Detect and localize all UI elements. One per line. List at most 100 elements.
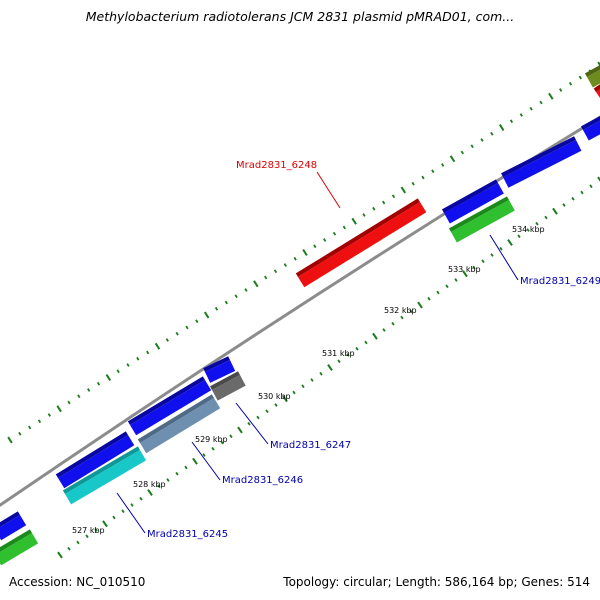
gene-label[interactable]: Mrad2831_6248 <box>236 160 317 171</box>
minor-tick <box>568 81 573 86</box>
cds-green-6249[interactable] <box>448 196 515 243</box>
major-tick <box>203 311 210 319</box>
cds-cyan-1-shade <box>62 446 140 494</box>
accession-text: Accession: NC_010510 <box>9 575 146 589</box>
kbp-tick-label: 529 kbp <box>195 435 228 444</box>
cds-gray-1-shade <box>210 371 240 390</box>
major-tick <box>237 426 243 434</box>
cds-green-1-shade <box>0 529 32 553</box>
cds-blue-5[interactable] <box>441 179 504 224</box>
minor-tick <box>112 515 116 520</box>
minor-tick <box>391 194 396 199</box>
major-tick <box>372 332 378 340</box>
minor-tick <box>539 100 543 105</box>
major-tick <box>400 186 407 194</box>
minor-tick <box>509 119 514 124</box>
gene-label-leader <box>489 234 519 281</box>
minor-tick <box>454 278 458 282</box>
major-tick <box>192 457 198 465</box>
minor-tick <box>185 325 189 330</box>
cds-gray-1[interactable] <box>210 371 246 401</box>
minor-tick <box>256 415 260 420</box>
minor-tick <box>47 413 51 417</box>
major-tick <box>597 61 600 67</box>
outer-tick-ring <box>7 61 600 444</box>
minor-tick <box>146 350 150 355</box>
cds-green-1[interactable] <box>0 529 39 566</box>
cds-blue-3-shade <box>127 376 205 425</box>
minor-tick <box>400 315 404 320</box>
minor-tick <box>76 540 80 545</box>
minor-tick <box>273 269 278 274</box>
minor-tick <box>319 371 323 376</box>
cds-blue-3[interactable] <box>127 376 212 436</box>
minor-tick <box>214 306 219 311</box>
cds-cyan-1-face <box>65 450 147 505</box>
minor-tick <box>28 425 32 430</box>
cds-blue-2-shade <box>55 431 128 478</box>
minor-tick <box>589 184 593 189</box>
gene-label[interactable]: Mrad2831_6247 <box>270 440 351 451</box>
minor-tick <box>94 528 98 532</box>
minor-tick <box>441 163 445 167</box>
major-tick <box>498 124 505 131</box>
kbp-tick-label: 534 kbp <box>512 225 545 234</box>
minor-tick <box>121 509 125 514</box>
kbp-tick-labels: 527 kbp 528 kbp 529 kbp 530 kbp 531 kbp 532 k… <box>72 225 545 535</box>
gene-label[interactable]: Mrad2831_6249 <box>520 276 600 287</box>
cds-blue-1[interactable] <box>0 511 27 541</box>
kbp-tick-label: 532 kbp <box>384 306 417 315</box>
minor-tick <box>436 290 440 295</box>
genome-summary-text: Topology: circular; Length: 586,164 bp; … <box>283 575 590 589</box>
cds-blue-2[interactable] <box>55 431 135 489</box>
kbp-tick-label: 530 kbp <box>258 392 291 401</box>
minor-tick <box>490 253 494 257</box>
cds-steel-1-face <box>140 398 221 454</box>
major-tick <box>7 436 13 444</box>
minor-tick <box>67 546 71 551</box>
feature-blocks <box>0 63 600 566</box>
cds-cyan-1[interactable] <box>62 446 147 505</box>
minor-tick <box>481 259 485 264</box>
minor-tick <box>391 321 395 326</box>
kbp-tick-label: 531 kbp <box>322 349 355 358</box>
major-tick <box>597 176 600 182</box>
cds-green-6249-shade <box>448 196 509 232</box>
minor-tick <box>220 440 224 445</box>
cds-blue-5-shade <box>441 179 498 213</box>
minor-tick <box>571 196 575 201</box>
minor-tick <box>136 356 140 361</box>
major-tick <box>449 155 456 163</box>
cds-blue-6[interactable] <box>501 136 582 188</box>
gene-label[interactable]: Mrad2831_6245 <box>147 529 228 540</box>
cds-blue-7[interactable] <box>580 114 600 141</box>
gene-label[interactable]: Mrad2831_6246 <box>222 475 303 486</box>
cds-red-6248[interactable] <box>295 198 427 288</box>
cds-steel-1[interactable] <box>137 394 221 454</box>
cds-blue-4[interactable] <box>203 356 236 383</box>
gene-label-leader <box>235 402 269 445</box>
major-tick <box>102 520 108 528</box>
minor-tick <box>526 228 530 232</box>
major-tick <box>548 92 554 100</box>
minor-tick <box>67 400 71 405</box>
minor-tick <box>175 471 179 476</box>
minor-tick <box>85 534 89 539</box>
cds-blue-1-face <box>0 515 27 541</box>
minor-tick <box>519 113 523 117</box>
major-tick <box>327 364 333 371</box>
minor-tick <box>355 346 359 351</box>
minor-tick <box>244 288 248 292</box>
cds-red-2[interactable] <box>593 83 600 102</box>
major-tick <box>552 207 558 215</box>
minor-tick <box>293 256 297 261</box>
minor-tick <box>247 421 251 426</box>
minor-tick <box>195 319 199 324</box>
minor-tick <box>364 340 368 345</box>
cds-blue-6-shade <box>501 136 576 177</box>
minor-tick <box>165 338 169 342</box>
minor-tick <box>175 331 179 336</box>
cds-olive-1[interactable] <box>584 63 600 88</box>
cds-red-6248-face <box>298 202 427 288</box>
cds-blue-1-shade <box>0 511 20 527</box>
